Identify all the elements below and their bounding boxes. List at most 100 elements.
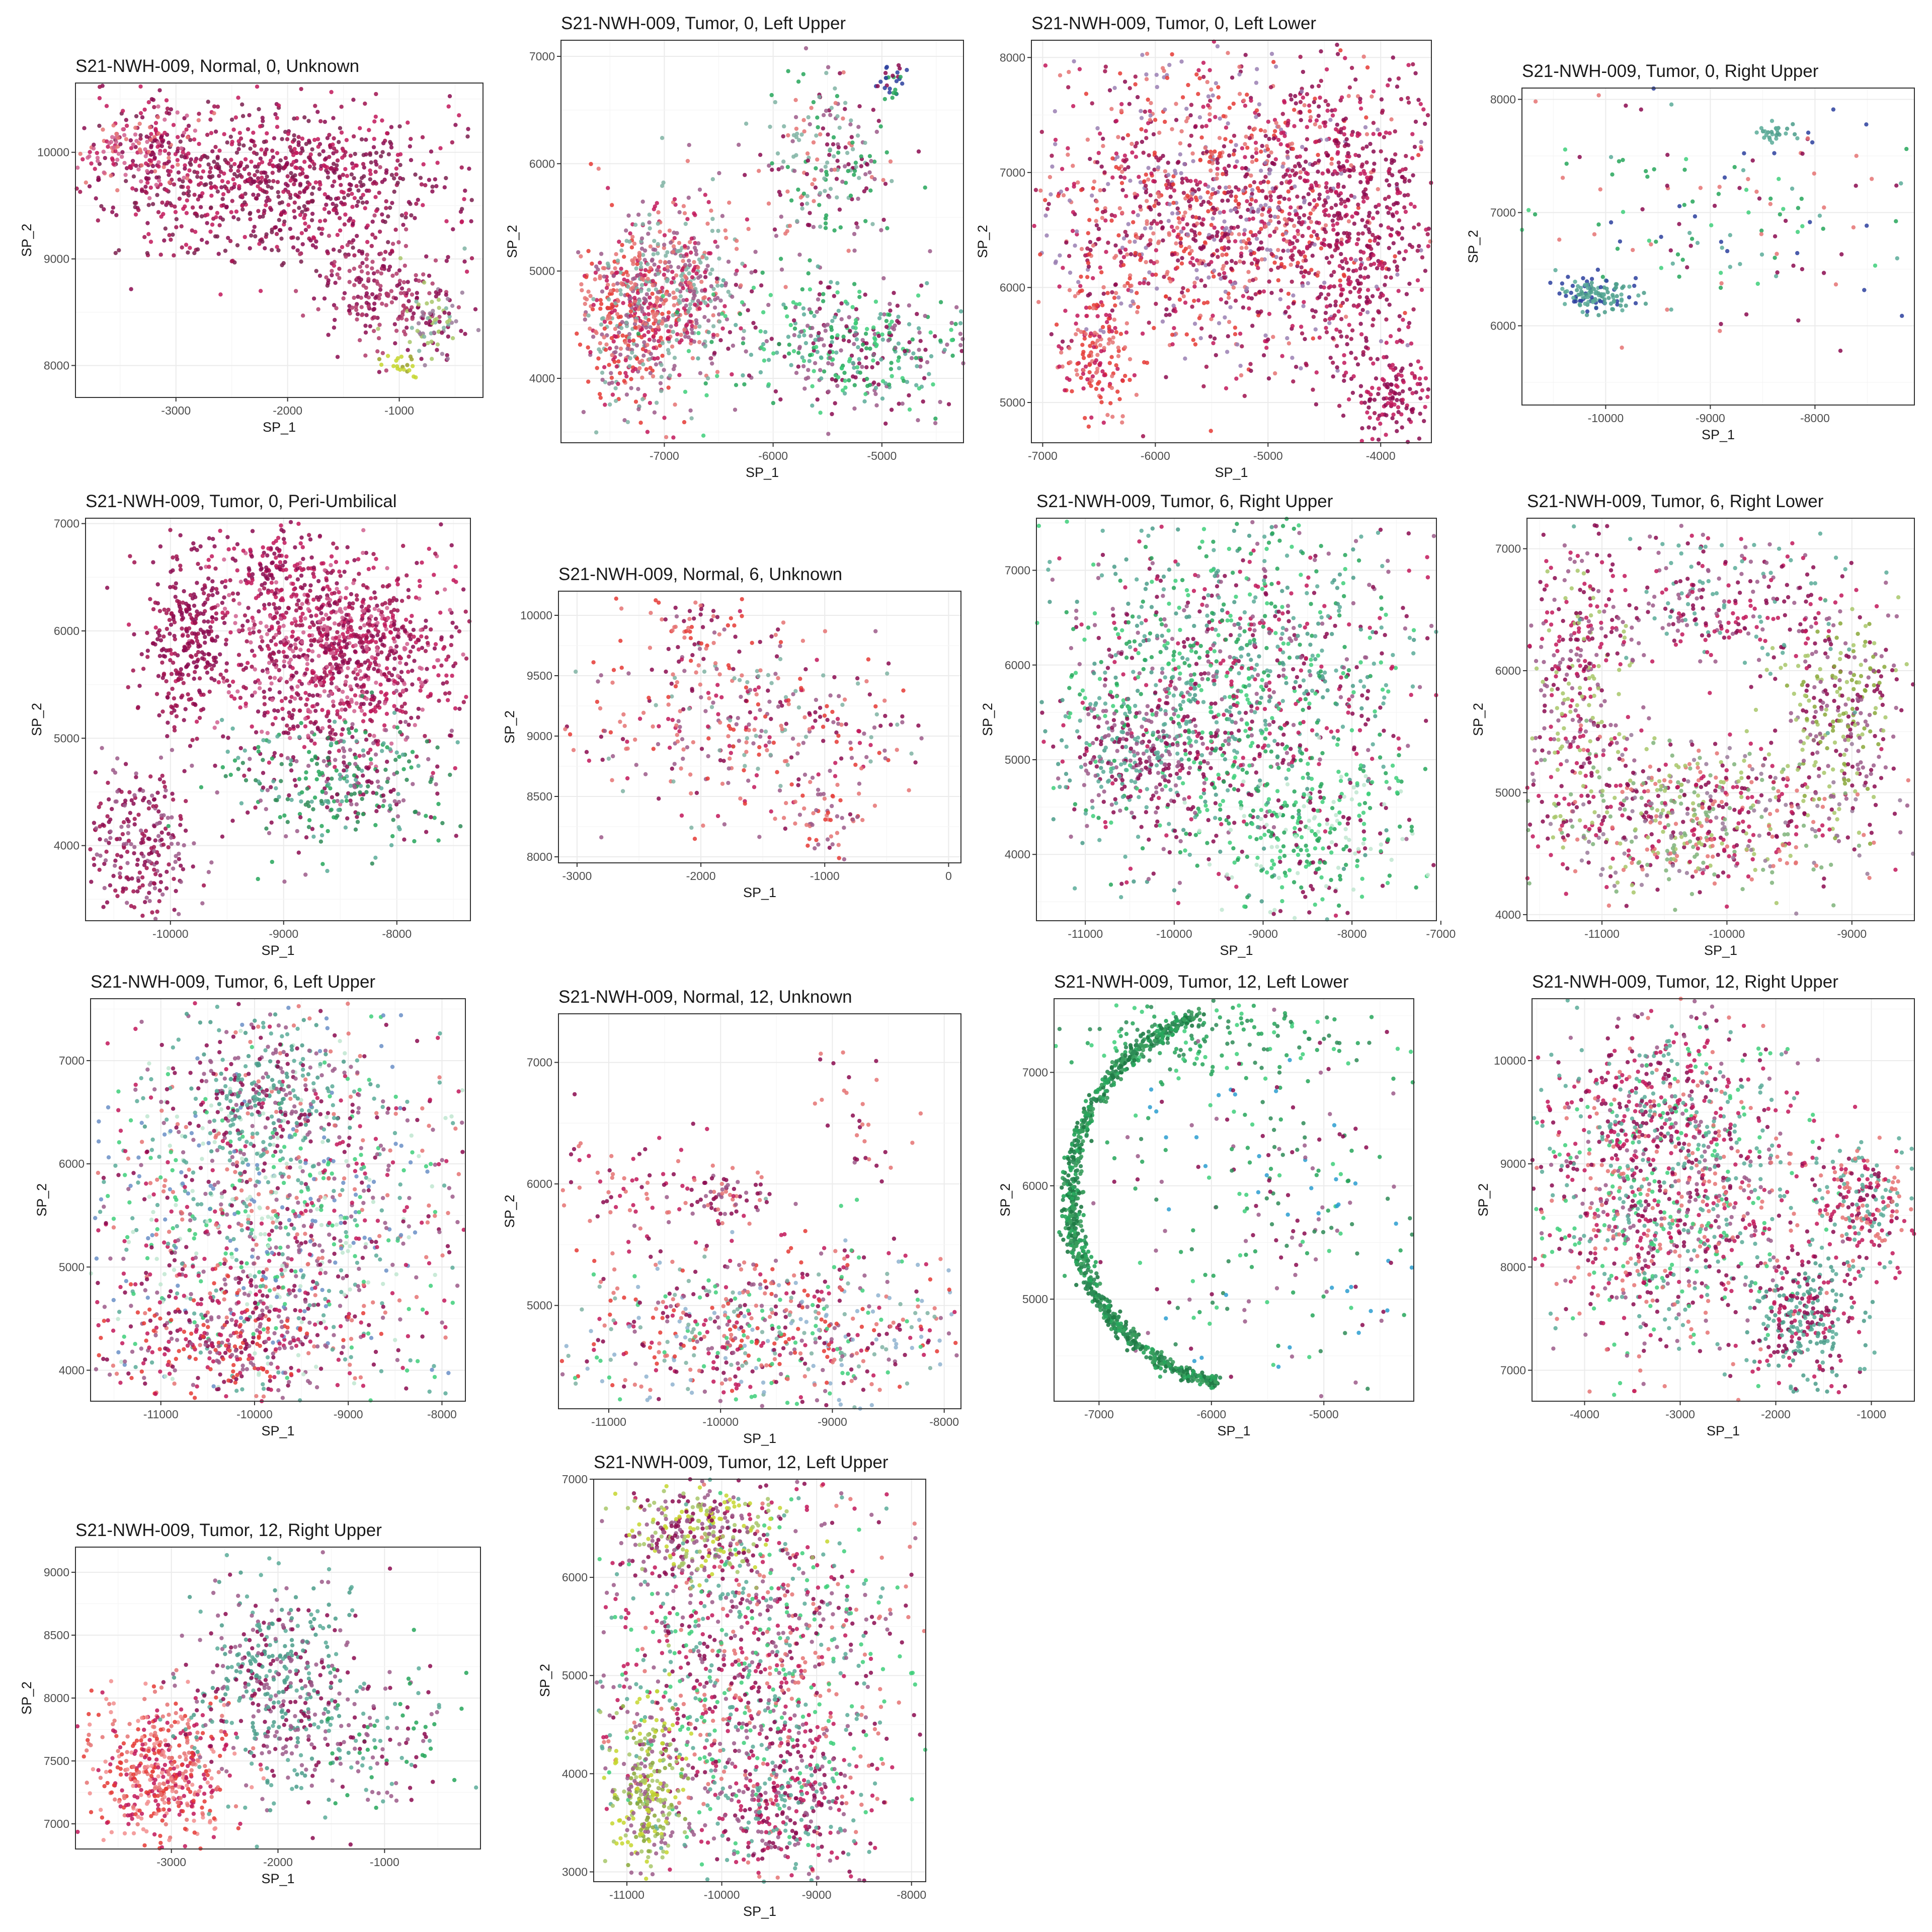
data-point xyxy=(298,213,303,217)
data-point xyxy=(776,167,781,172)
chart-title: S21-NWH-009, Tumor, 0, Left Lower xyxy=(1031,14,1316,33)
data-point xyxy=(703,193,707,197)
data-point xyxy=(1050,153,1054,158)
data-point xyxy=(781,302,786,307)
data-point xyxy=(363,324,368,328)
data-point xyxy=(1077,67,1082,71)
data-point xyxy=(377,229,382,234)
data-point xyxy=(277,228,282,232)
data-point xyxy=(225,140,229,145)
data-point xyxy=(1335,122,1339,127)
data-point xyxy=(855,225,860,229)
data-point xyxy=(583,317,587,322)
data-point xyxy=(1317,139,1322,143)
data-point xyxy=(364,285,368,290)
data-point xyxy=(740,262,745,266)
data-point xyxy=(197,112,201,116)
data-point xyxy=(811,341,816,346)
data-point xyxy=(1091,186,1095,191)
data-point xyxy=(248,211,253,215)
data-point xyxy=(144,161,148,166)
data-point xyxy=(789,198,794,203)
data-point xyxy=(264,203,268,208)
data-point xyxy=(1323,213,1328,217)
data-point xyxy=(619,248,624,253)
data-point xyxy=(808,353,813,357)
data-point xyxy=(1180,177,1185,181)
data-point xyxy=(1252,251,1257,256)
data-point xyxy=(803,46,809,51)
data-point xyxy=(136,167,141,172)
data-point xyxy=(809,310,814,315)
data-point xyxy=(786,335,791,339)
data-point xyxy=(1251,278,1255,282)
data-point xyxy=(1380,108,1385,113)
data-point xyxy=(652,338,657,343)
data-point xyxy=(829,328,834,332)
data-point xyxy=(1234,376,1239,381)
data-point xyxy=(1198,336,1203,341)
data-point xyxy=(1084,305,1089,310)
data-point xyxy=(1340,300,1345,305)
data-point xyxy=(856,345,860,350)
data-point xyxy=(1356,231,1361,236)
data-point xyxy=(1162,275,1166,279)
data-point xyxy=(1353,211,1358,215)
data-point xyxy=(444,292,448,297)
data-point xyxy=(867,154,872,158)
data-point xyxy=(377,370,381,374)
data-point xyxy=(279,212,284,216)
data-point xyxy=(1095,366,1100,371)
data-point xyxy=(1299,118,1303,122)
data-point xyxy=(723,314,728,318)
data-point xyxy=(1286,291,1291,296)
data-point xyxy=(697,187,702,192)
data-point xyxy=(1116,354,1121,358)
data-point xyxy=(373,235,378,240)
data-point xyxy=(905,67,909,72)
data-point xyxy=(1147,320,1151,325)
data-point xyxy=(1095,338,1100,343)
data-point xyxy=(1353,258,1358,263)
data-point xyxy=(1201,105,1205,109)
data-point xyxy=(1170,342,1175,347)
data-point xyxy=(1376,242,1381,246)
data-point xyxy=(1320,171,1325,176)
data-point xyxy=(1351,303,1356,308)
data-point xyxy=(375,349,380,354)
data-point xyxy=(1332,213,1336,218)
data-point xyxy=(928,330,933,335)
data-point xyxy=(322,296,327,301)
data-point xyxy=(1124,321,1129,326)
data-point xyxy=(1133,82,1138,87)
data-point xyxy=(616,359,621,364)
data-point xyxy=(385,131,389,136)
data-point xyxy=(1237,72,1242,77)
data-point xyxy=(702,315,707,319)
panel-3: S21-NWH-009, Tumor, 0, Left Lower -7000 -6… xyxy=(971,3,1446,493)
data-point xyxy=(825,160,830,165)
data-point xyxy=(1229,189,1234,194)
data-point xyxy=(813,185,818,190)
data-point xyxy=(1410,371,1414,376)
data-point xyxy=(376,327,380,331)
data-point xyxy=(1156,165,1161,170)
data-point xyxy=(640,309,645,314)
data-point xyxy=(276,190,280,195)
data-point xyxy=(299,231,304,235)
data-point xyxy=(457,113,461,118)
data-point xyxy=(1058,73,1063,77)
data-point xyxy=(895,303,900,308)
data-point xyxy=(1241,188,1246,193)
data-point xyxy=(1057,284,1062,289)
data-point xyxy=(594,298,599,302)
data-point xyxy=(252,180,256,185)
data-point xyxy=(1260,143,1264,148)
data-point xyxy=(1364,299,1369,304)
data-point xyxy=(1426,244,1430,249)
data-point xyxy=(1134,154,1139,159)
data-point xyxy=(1215,248,1220,253)
data-point xyxy=(802,333,807,338)
data-point xyxy=(392,176,396,181)
